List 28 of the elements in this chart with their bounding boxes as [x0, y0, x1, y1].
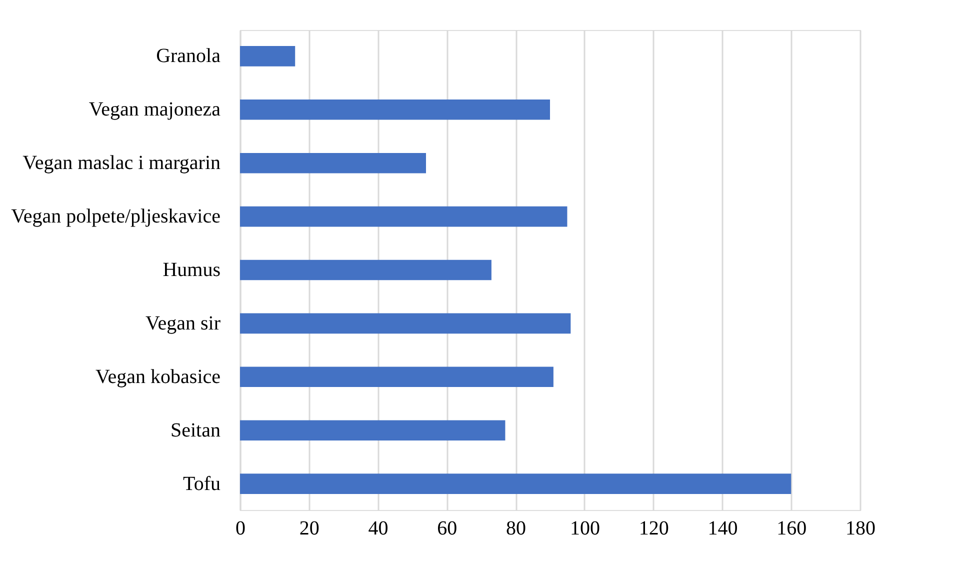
y-tick-label: Vegan sir [146, 312, 221, 334]
x-tick-label: 120 [638, 518, 669, 540]
y-tick-label: Granola [156, 45, 221, 68]
bar [240, 152, 426, 174]
x-tick-label: 80 [506, 518, 526, 540]
x-tick-label: 20 [299, 518, 320, 540]
y-tick-label: Seitan [170, 419, 220, 442]
bar [240, 366, 554, 388]
x-tick-label: 160 [776, 518, 807, 540]
y-tick-label: Vegan maslac i margarin [22, 152, 220, 174]
bar [240, 99, 550, 120]
y-tick-label: Vegan kobasice [96, 366, 221, 388]
bar [240, 206, 568, 227]
y-tick-label: Vegan majoneza [88, 98, 221, 121]
bar [240, 474, 792, 494]
x-tick-label: 140 [708, 518, 738, 540]
x-tick-label: 180 [846, 518, 876, 540]
x-tick-label: 40 [368, 518, 388, 540]
bar [240, 313, 571, 334]
bar [240, 46, 296, 66]
y-tick-label: Vegan polpete/pljeskavice [11, 206, 221, 228]
x-tick-label: 60 [437, 518, 458, 540]
y-tick-label: Tofu [183, 472, 220, 495]
bar [240, 260, 492, 280]
x-tick-label: 100 [570, 518, 600, 540]
x-tick-label: 0 [236, 518, 246, 540]
bar [240, 420, 506, 441]
y-tick-label: Humus [162, 259, 221, 281]
